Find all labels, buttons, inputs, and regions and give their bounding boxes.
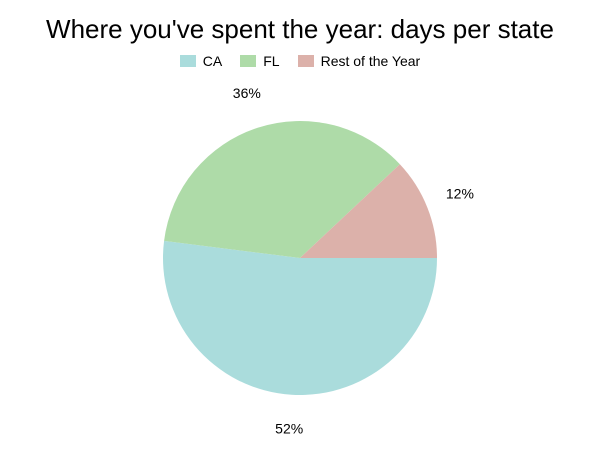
slice-label-ca: 52%	[275, 420, 303, 436]
legend-item-fl: FL	[240, 51, 280, 71]
legend-label-rest: Rest of the Year	[320, 53, 421, 69]
chart-legend: CA FL Rest of the Year	[0, 51, 600, 71]
slice-label-fl: 36%	[233, 85, 261, 101]
legend-item-ca: CA	[179, 51, 223, 71]
slice-label-rest: 12%	[446, 185, 474, 201]
pie-slice-fl	[164, 121, 400, 258]
legend-swatch-fl	[240, 55, 257, 67]
legend-swatch-rest	[297, 55, 314, 67]
legend-item-rest: Rest of the Year	[297, 51, 421, 71]
pie-slice-ca	[163, 240, 437, 395]
chart-title: Where you've spent the year: days per st…	[46, 14, 554, 44]
legend-label-fl: FL	[263, 53, 280, 69]
legend-swatch-ca	[179, 55, 196, 67]
pie-slice-rest	[300, 164, 437, 258]
legend-label-ca: CA	[202, 53, 223, 69]
